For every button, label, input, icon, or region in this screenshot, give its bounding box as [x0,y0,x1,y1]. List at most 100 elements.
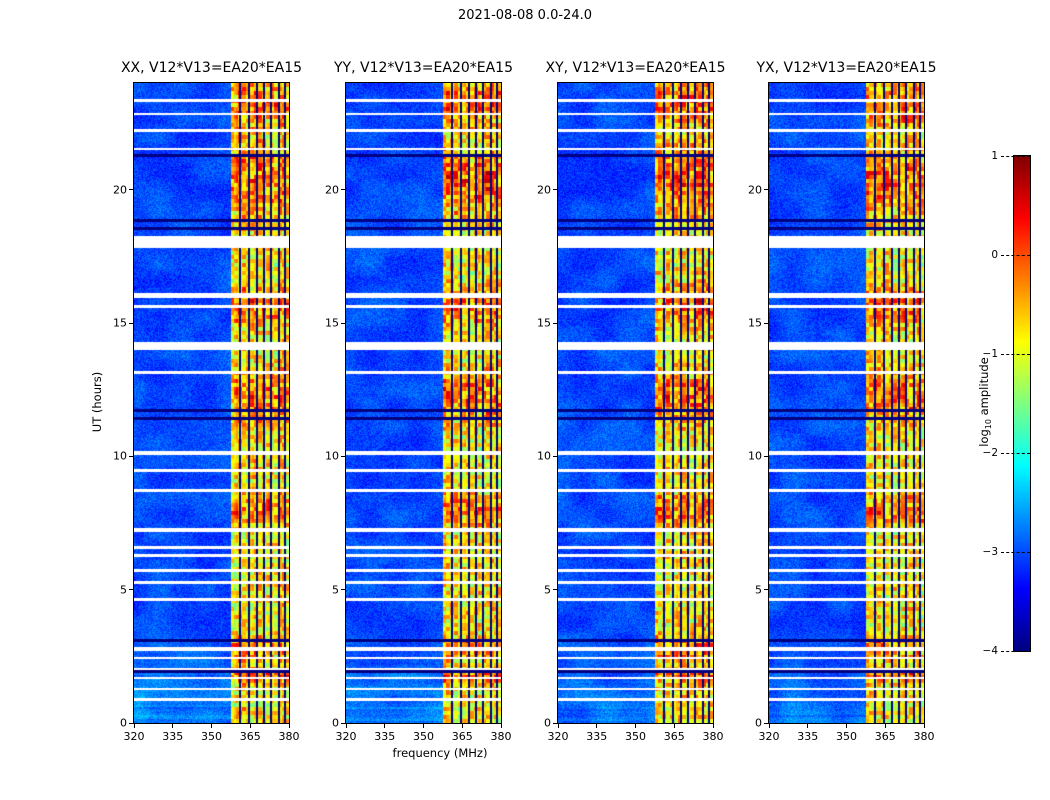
plot-area-xy: 320 335 350 365 380 0 5 10 15 20 [537,82,724,743]
colorbar-tick-mark [1001,155,1030,157]
x-tick-mark [557,724,559,728]
y-tick-label: 10 [113,449,127,463]
colorbar-tick-label: 0 [991,249,998,261]
figure-title: 2021-08-08 0.0-24.0 [458,8,592,23]
x-axis-label: frequency (MHz) [392,746,488,760]
y-tick-mark [764,722,768,724]
y-tick-mark [341,589,345,591]
spectrogram-canvas-yy [346,83,501,723]
y-tick-label: 20 [113,183,127,197]
colorbar-label-prefix: log [976,429,991,447]
x-tick-mark [345,724,347,728]
y-tick-label: 5 [120,583,127,597]
plot-area-yy: 320 335 350 365 380 0 5 10 15 20 [325,82,512,743]
y-tick-mark [764,189,768,191]
x-tick-label: 350 [625,730,646,743]
x-tick-mark [596,724,598,728]
y-tick-mark [553,722,557,724]
y-tick-label: 0 [332,716,339,730]
y-tick-mark [341,722,345,724]
x-tick-mark [211,724,212,728]
panel-title-xy: XY, V12*V13=EA20*EA15 [545,60,726,76]
y-tick-mark [553,189,557,191]
y-axis-label: UT (hours) [90,371,104,433]
panel-title-yx: YX, V12*V13=EA20*EA15 [756,60,937,76]
panel-title-yy: YY, V12*V13=EA20*EA15 [334,60,513,76]
colorbar-tick-mark [1001,452,1030,454]
x-tick-mark [635,724,636,728]
panel-xx: XX, V12*V13=EA20*EA15 320 335 350 365 380 0 5 1… [113,60,302,743]
y-tick-mark [129,722,133,724]
x-tick-label: 350 [836,730,857,743]
colorbar: 1 0 −1 −2 −3 −4 [983,150,1031,657]
x-tick-label: 365 [663,730,685,743]
colorbar-tick-label: −1 [982,348,998,360]
x-tick-mark [500,724,502,728]
panel-title-xx: XX, V12*V13=EA20*EA15 [120,60,303,76]
y-tick-label: 20 [325,183,339,197]
y-tick-mark [553,455,557,457]
y-tick-label: 10 [748,449,762,463]
colorbar-tick-mark [1001,353,1030,355]
y-tick-mark [764,322,768,324]
x-tick-mark [712,724,714,728]
x-tick-mark [807,724,809,728]
y-tick-label: 15 [537,316,551,330]
x-tick-label: 320 [335,730,357,743]
x-tick-label: 380 [702,730,724,743]
y-tick-label: 15 [748,316,762,330]
plot-area-yx: 320 335 350 365 380 0 5 10 15 20 [748,82,935,743]
x-tick-mark [288,724,290,728]
y-tick-mark [764,589,768,591]
spectrogram-canvas-xx [134,83,289,723]
x-tick-label: 365 [874,730,896,743]
y-tick-label: 5 [544,583,551,597]
colorbar-tick-label: −2 [982,447,998,459]
y-tick-label: 0 [755,716,762,730]
x-tick-mark [172,724,174,728]
colorbar-tick-mark [1001,551,1030,553]
colorbar-tick-mark [1001,254,1030,256]
y-tick-label: 20 [537,183,551,197]
y-tick-label: 5 [332,583,339,597]
x-tick-label: 380 [278,730,300,743]
y-tick-mark [553,589,557,591]
x-tick-label: 335 [797,730,819,743]
y-tick-mark [341,455,345,457]
plot-area-xx: 320 335 350 365 380 0 5 10 15 20 [113,82,300,743]
x-tick-label: 335 [162,730,184,743]
colorbar-tick-label: −4 [982,645,998,657]
x-tick-label: 335 [374,730,396,743]
colorbar-label-suffix: amplitude [976,357,991,420]
y-tick-mark [129,189,133,191]
y-tick-label: 15 [325,316,339,330]
colorbar-label-sub: 10 [984,419,994,430]
x-tick-mark [884,724,886,728]
y-tick-mark [341,322,345,324]
x-tick-label: 365 [239,730,261,743]
spectrogram-canvas-xy [558,83,713,723]
x-tick-label: 380 [913,730,935,743]
y-tick-label: 15 [113,316,127,330]
y-tick-mark [129,455,133,457]
y-tick-mark [129,322,133,324]
y-tick-label: 5 [755,583,762,597]
colorbar-gradient [1014,156,1030,651]
x-tick-mark [673,724,675,728]
colorbar-tick-label: −3 [982,546,998,558]
y-tick-mark [764,455,768,457]
x-tick-mark [249,724,251,728]
y-tick-mark [129,589,133,591]
x-tick-label: 335 [586,730,608,743]
x-tick-mark [384,724,386,728]
x-tick-label: 320 [547,730,569,743]
y-tick-label: 20 [748,183,762,197]
x-tick-label: 350 [413,730,434,743]
x-tick-mark [846,724,847,728]
x-tick-label: 320 [123,730,145,743]
colorbar-tick-label: 1 [991,150,998,162]
x-tick-mark [768,724,770,728]
x-tick-mark [423,724,424,728]
x-tick-label: 380 [490,730,512,743]
